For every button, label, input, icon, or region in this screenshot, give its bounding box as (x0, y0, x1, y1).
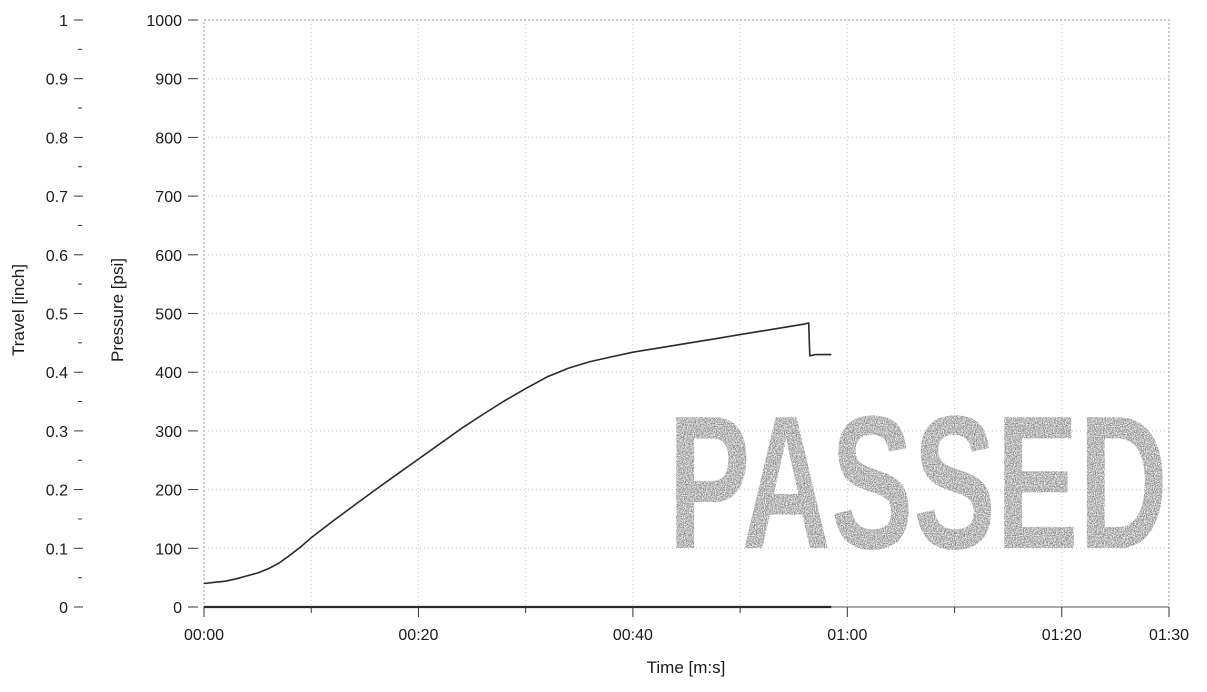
travel-tick-label: 0.2 (46, 483, 68, 500)
pressure-tick-label: 1000 (146, 13, 182, 30)
passed-stamp: PASSED (668, 377, 1168, 589)
travel-tick-label: 0.4 (46, 365, 68, 382)
pressure-tick-label: 700 (155, 189, 182, 206)
travel-axis: 0 0.1 0.2 0.3 0.4 0.5 0.6 0.7 0.8 0.9 1 (46, 13, 83, 617)
time-axis: 00:00 00:20 00:40 01:00 01:20 01:30 (184, 606, 1189, 644)
pressure-tick-label: 0 (173, 600, 182, 617)
pressure-tick-label: 600 (155, 248, 182, 265)
grid (204, 20, 1169, 607)
time-tick-label: 00:40 (613, 627, 653, 644)
pressure-axis-label: Pressure [psi] (108, 258, 127, 362)
travel-tick-label: 0.3 (46, 424, 68, 441)
pressure-tick-label: 300 (155, 424, 182, 441)
time-tick-label: 00:00 (184, 627, 224, 644)
travel-axis-label: Travel [inch] (9, 264, 28, 356)
pressure-tick-label: 100 (155, 541, 182, 558)
pressure-tick-label: 200 (155, 483, 182, 500)
pressure-axis: 0 100 200 300 400 500 600 700 800 900 1000 (146, 13, 198, 617)
pressure-tick-label: 900 (155, 72, 182, 89)
pressure-tick-label: 400 (155, 365, 182, 382)
travel-tick-label: 0.6 (46, 248, 68, 265)
pressure-tick-label: 500 (155, 307, 182, 324)
travel-tick-label: 0.7 (46, 189, 68, 206)
travel-tick-label: 0 (59, 600, 68, 617)
travel-tick-label: 0.1 (46, 541, 68, 558)
travel-tick-label: 1 (59, 13, 68, 30)
time-tick-label: 01:20 (1042, 627, 1082, 644)
travel-tick-label: 0.8 (46, 130, 68, 147)
travel-tick-label: 0.9 (46, 72, 68, 89)
travel-tick-label: 0.5 (46, 307, 68, 324)
series-layer (203, 322, 832, 609)
time-tick-label: 00:20 (398, 627, 438, 644)
pressure-series-line (203, 322, 832, 585)
time-tick-label: 01:00 (827, 627, 867, 644)
pressure-tick-label: 800 (155, 130, 182, 147)
time-axis-label: Time [m:s] (647, 658, 726, 677)
time-tick-label: 01:30 (1149, 627, 1189, 644)
